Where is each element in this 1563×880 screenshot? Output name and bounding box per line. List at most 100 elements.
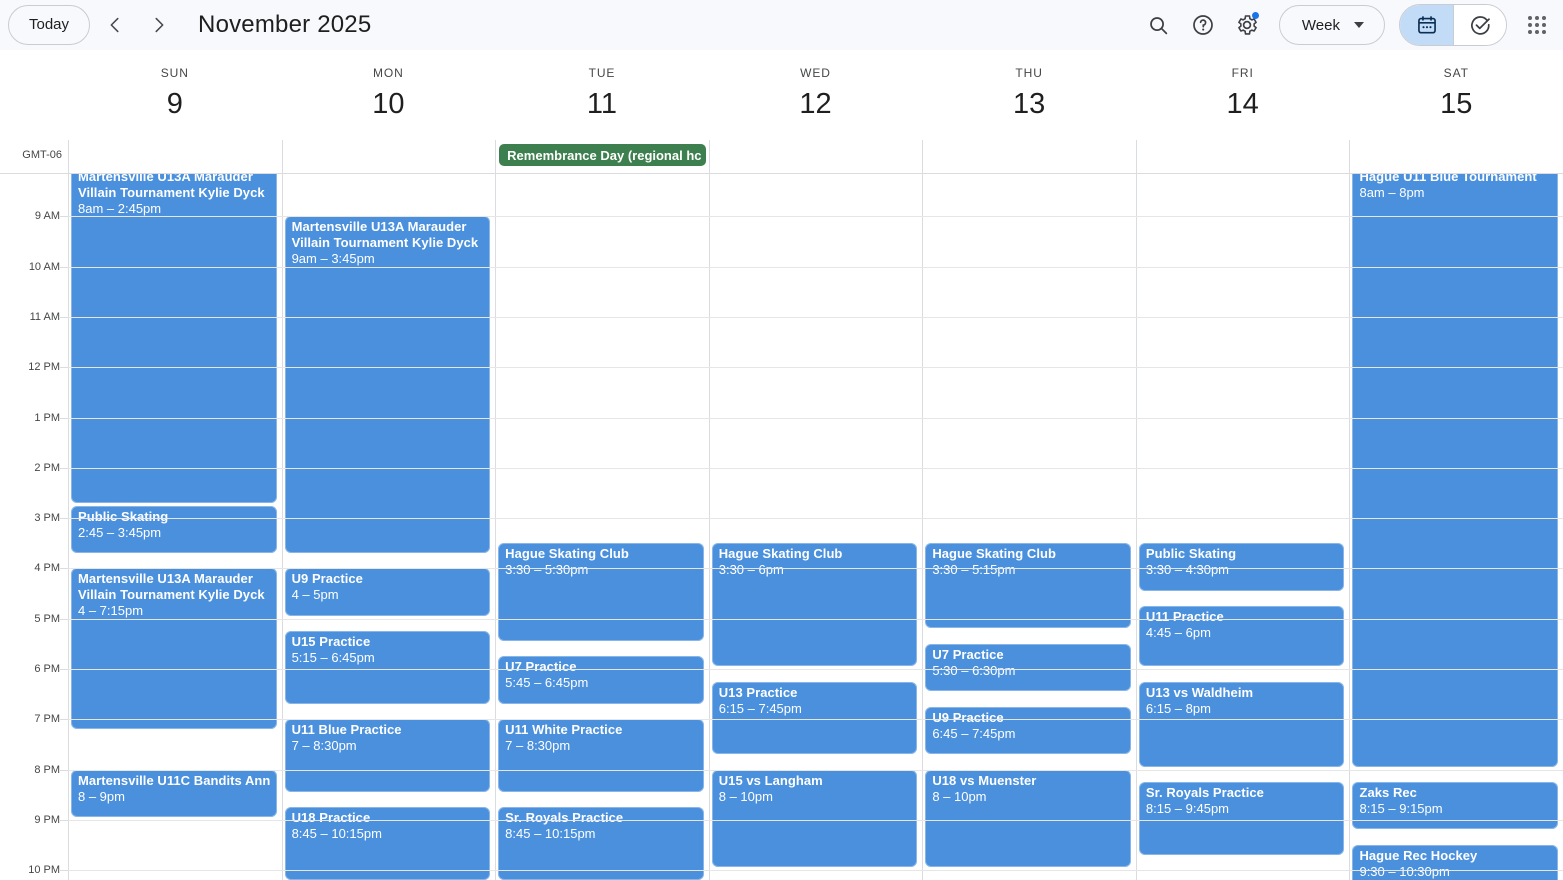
toolbar-actions: Week <box>1137 3 1563 47</box>
tasks-view-toggle[interactable] <box>1453 5 1506 45</box>
calendar-event[interactable]: Hague Skating Club 3:30 – 5:15pm <box>925 543 1131 629</box>
day-header-fri[interactable]: FRI 14 <box>1136 50 1350 145</box>
calendar-event[interactable]: Martensville U13A Marauder Villain Tourn… <box>71 174 277 503</box>
chevron-left-icon <box>110 17 119 33</box>
day-header-thu[interactable]: THU 13 <box>922 50 1136 145</box>
search-button[interactable] <box>1137 3 1181 47</box>
calendar-event[interactable]: U11 White Practice 7 – 8:30pm <box>498 719 704 792</box>
vertical-scrollbar[interactable] <box>1557 174 1563 880</box>
day-column-mon[interactable]: Martensville U13A Marauder Villain Tourn… <box>281 174 496 880</box>
calendar-event[interactable]: Public Skating 3:30 – 4:30pm <box>1138 543 1345 591</box>
time-label: 7 PM <box>34 713 60 726</box>
day-column-wed[interactable]: Hague Skating Club 3:30 – 6pm U13 Practice… <box>708 174 923 880</box>
calendar-event[interactable]: U15 Practice 5:15 – 6:45pm <box>284 631 491 704</box>
day-header-tue[interactable]: TUE 11 <box>495 50 709 145</box>
calendar-event[interactable]: U7 Practice 5:45 – 6:45pm <box>498 656 704 704</box>
calendar-event[interactable]: U13 Practice 6:15 – 7:45pm <box>711 681 918 754</box>
help-icon <box>1193 15 1213 35</box>
search-icon <box>1150 16 1168 34</box>
event-title: Hague Skating Club <box>718 546 843 562</box>
help-button[interactable] <box>1181 3 1225 47</box>
day-number[interactable]: 15 <box>1440 88 1473 120</box>
day-number[interactable]: 10 <box>372 88 405 120</box>
calendar-event[interactable]: Martensville U13A Marauder Villain Tourn… <box>284 216 491 553</box>
event-title: Hague Skating Club <box>505 546 629 562</box>
view-mode-select[interactable]: Week <box>1278 5 1385 45</box>
all-day-cell-mon[interactable] <box>281 140 496 173</box>
calendar-event[interactable]: Martensville U11C Bandits Annek 8 – 9pm <box>71 769 277 817</box>
day-column-fri[interactable]: Public Skating 3:30 – 4:30pm U11 Practice 4… <box>1135 174 1350 880</box>
event-title: U9 Practice <box>932 709 1004 725</box>
day-of-week-label: SUN <box>160 66 189 80</box>
calendar-view-toggle[interactable] <box>1400 5 1453 45</box>
all-day-cell-sun[interactable] <box>68 140 282 173</box>
event-time: 8am – 2:45pm <box>78 201 162 216</box>
calendar-event[interactable]: Hague U11 Blue Tournament 8am – 8pm <box>1352 174 1559 767</box>
calendar-event[interactable]: U11 Practice 4:45 – 6pm <box>1138 606 1345 666</box>
day-column-sat[interactable]: Hague U11 Blue Tournament 8am – 8pm Zaks R… <box>1349 174 1563 880</box>
calendar-event[interactable]: U7 Practice 5:30 – 6:30pm <box>925 643 1131 692</box>
day-number[interactable]: 11 <box>586 88 617 120</box>
calendar-event[interactable]: U15 vs Langham 8 – 10pm <box>711 769 918 868</box>
day-header-wed[interactable]: WED 12 <box>709 50 923 145</box>
calendar-event[interactable]: U18 vs Muenster 8 – 10pm <box>925 769 1131 868</box>
today-button[interactable]: Today <box>8 5 91 45</box>
day-column-tue[interactable]: Hague Skating Club 3:30 – 5:30pm U7 Practi… <box>495 174 709 880</box>
next-period-button[interactable] <box>140 6 178 44</box>
day-column-sun[interactable]: Martensville U13A Marauder Villain Tourn… <box>68 174 282 880</box>
calendar-event[interactable]: U9 Practice 4 – 5pm <box>284 568 491 616</box>
event-title: U9 Practice <box>291 571 363 587</box>
day-header-mon[interactable]: MON 10 <box>282 50 496 145</box>
settings-button[interactable] <box>1225 3 1269 47</box>
calendar-event[interactable]: U11 Blue Practice 7 – 8:30pm <box>284 719 491 792</box>
calendar-event[interactable]: Sr. Royals Practice 8:15 – 9:45pm <box>1138 782 1345 855</box>
day-of-week-label: SAT <box>1443 66 1469 80</box>
hour-gridline <box>68 719 1563 721</box>
previous-period-button[interactable] <box>96 6 134 44</box>
time-label: 3 PM <box>34 512 60 525</box>
event-title: Hague U11 Blue Tournament <box>1359 174 1537 184</box>
day-number[interactable]: 14 <box>1226 88 1259 120</box>
day-column-thu[interactable]: Hague Skating Club 3:30 – 5:15pm U7 Practi… <box>922 174 1136 880</box>
calendar-event[interactable]: Martensville U13A Marauder Villain Tourn… <box>71 568 277 729</box>
all-day-cell-fri[interactable] <box>1135 140 1350 173</box>
time-label: 9 AM <box>34 210 60 223</box>
event-time: 3:30 – 4:30pm <box>1145 562 1230 578</box>
day-header-sat[interactable]: SAT 15 <box>1349 50 1563 145</box>
calendar-event[interactable]: U18 Practice 8:45 – 10:15pm <box>284 807 491 880</box>
calendar-event[interactable]: Zaks Rec 8:15 – 9:15pm <box>1352 782 1559 830</box>
hour-gridline <box>68 819 1563 821</box>
time-label: 10 AM <box>28 260 60 273</box>
gear-icon <box>1238 15 1257 35</box>
all-day-cell-tue[interactable]: Remembrance Day (regional hc <box>495 140 709 173</box>
calendar-event[interactable]: U9 Practice 6:45 – 7:45pm <box>925 706 1131 755</box>
calendar-event[interactable]: Hague Skating Club 3:30 – 5:30pm <box>498 543 704 641</box>
time-label: 2 PM <box>34 461 60 474</box>
day-number[interactable]: 12 <box>799 88 832 120</box>
time-label: 12 PM <box>28 361 60 374</box>
event-title: Martensville U13A Marauder Villain Tourn… <box>78 571 265 603</box>
all-day-cell-wed[interactable] <box>708 140 923 173</box>
day-number[interactable]: 13 <box>1012 88 1046 120</box>
calendar-event[interactable]: Hague Rec Hockey 9:30 – 10:30pm <box>1352 845 1559 880</box>
all-day-event[interactable]: Remembrance Day (regional hc <box>499 144 706 166</box>
apps-grid-button[interactable] <box>1517 5 1557 45</box>
day-header-sun[interactable]: SUN 9 <box>68 50 282 145</box>
event-time: 8am – 8pm <box>1359 185 1425 200</box>
all-day-cell-sat[interactable] <box>1349 140 1563 173</box>
event-time: 2:45 – 3:45pm <box>78 524 162 540</box>
time-label: 10 PM <box>28 864 60 877</box>
view-type-toggle <box>1399 4 1507 46</box>
calendar-event[interactable]: Public Skating 2:45 – 3:45pm <box>71 505 277 553</box>
day-header-gutter <box>0 50 68 145</box>
event-time: 8 – 9pm <box>78 788 125 804</box>
calendar-icon <box>1417 16 1436 34</box>
event-time: 8:15 – 9:45pm <box>1145 801 1230 817</box>
all-day-cell-thu[interactable] <box>922 140 1136 173</box>
day-number[interactable]: 9 <box>166 88 183 120</box>
calendar-event[interactable]: Sr. Royals Practice 8:45 – 10:15pm <box>498 807 704 880</box>
calendar-event[interactable]: U13 vs Waldheim 6:15 – 8pm <box>1138 681 1345 767</box>
calendar-event[interactable]: Hague Skating Club 3:30 – 6pm <box>711 543 918 666</box>
